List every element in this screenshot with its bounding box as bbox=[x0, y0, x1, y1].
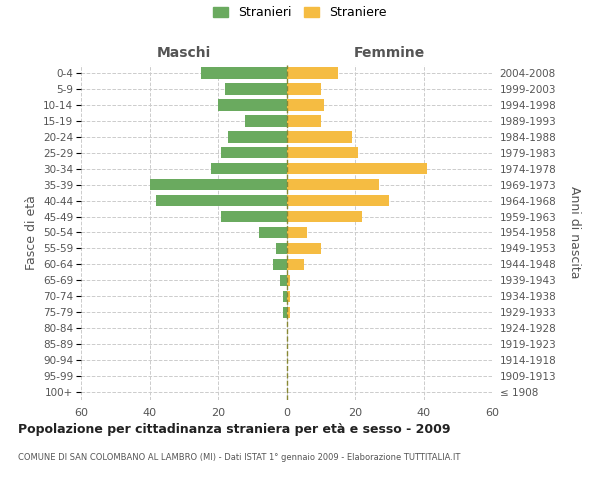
Bar bbox=[287, 83, 321, 94]
Bar bbox=[287, 131, 352, 142]
Bar bbox=[287, 290, 290, 302]
Bar bbox=[287, 67, 338, 78]
Bar bbox=[221, 147, 287, 158]
Bar bbox=[276, 242, 287, 254]
Y-axis label: Anni di nascita: Anni di nascita bbox=[568, 186, 581, 279]
Bar bbox=[201, 67, 287, 78]
Bar bbox=[283, 290, 287, 302]
Bar bbox=[211, 163, 287, 174]
Bar bbox=[287, 227, 307, 238]
Bar bbox=[218, 99, 287, 110]
Bar bbox=[287, 163, 427, 174]
Bar bbox=[280, 274, 287, 286]
Bar bbox=[283, 306, 287, 318]
Text: Femmine: Femmine bbox=[353, 46, 425, 60]
Bar bbox=[245, 115, 287, 126]
Bar bbox=[149, 179, 287, 190]
Bar bbox=[287, 306, 290, 318]
Bar bbox=[287, 179, 379, 190]
Bar bbox=[157, 195, 287, 206]
Bar bbox=[287, 195, 389, 206]
Bar bbox=[287, 258, 304, 270]
Legend: Stranieri, Straniere: Stranieri, Straniere bbox=[213, 6, 387, 19]
Text: Maschi: Maschi bbox=[157, 46, 211, 60]
Y-axis label: Fasce di età: Fasce di età bbox=[25, 195, 38, 270]
Bar bbox=[228, 131, 287, 142]
Bar bbox=[287, 115, 321, 126]
Bar bbox=[259, 227, 287, 238]
Text: COMUNE DI SAN COLOMBANO AL LAMBRO (MI) - Dati ISTAT 1° gennaio 2009 - Elaborazio: COMUNE DI SAN COLOMBANO AL LAMBRO (MI) -… bbox=[18, 452, 460, 462]
Bar bbox=[287, 242, 321, 254]
Bar bbox=[287, 274, 290, 286]
Bar bbox=[273, 258, 287, 270]
Bar bbox=[287, 99, 324, 110]
Bar bbox=[221, 211, 287, 222]
Bar bbox=[287, 211, 362, 222]
Text: Popolazione per cittadinanza straniera per età e sesso - 2009: Popolazione per cittadinanza straniera p… bbox=[18, 422, 451, 436]
Bar bbox=[225, 83, 287, 94]
Bar bbox=[287, 147, 358, 158]
